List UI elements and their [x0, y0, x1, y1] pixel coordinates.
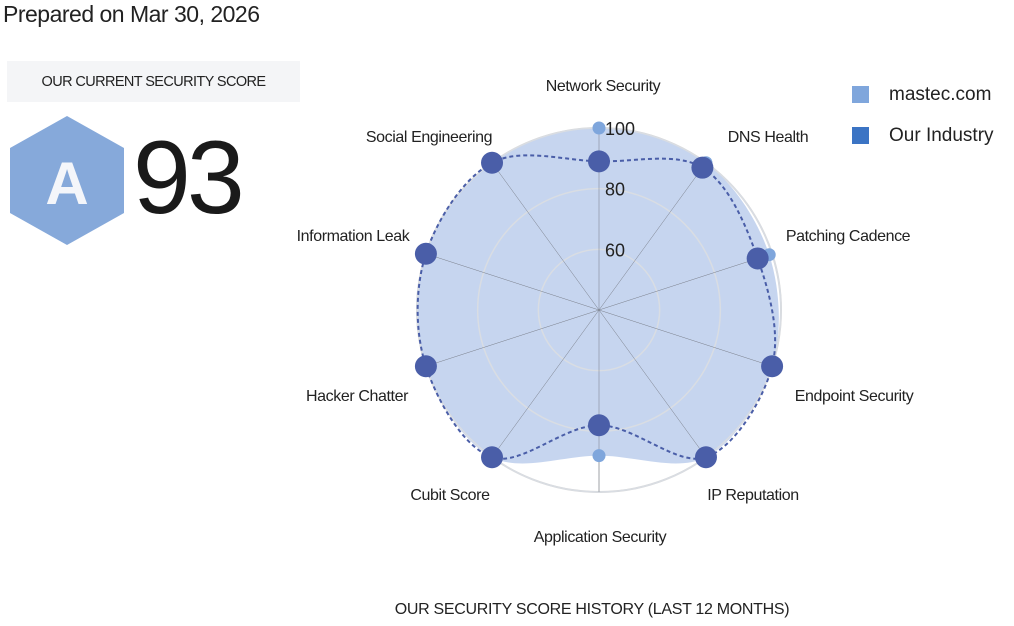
- tick-label: 100: [605, 119, 635, 139]
- axis-label: Social Engineering: [366, 129, 492, 146]
- spoke-overlay: [425, 309, 600, 367]
- point-industry: [414, 355, 437, 378]
- series-line-industry: [416, 154, 777, 460]
- axis-label: Cubit Score: [410, 487, 490, 504]
- point-industry: [691, 156, 714, 179]
- spoke-overlay: [425, 253, 600, 311]
- point-industry: [746, 247, 769, 270]
- axis-label: Information Leak: [297, 228, 411, 245]
- tick-label: 80: [605, 180, 625, 200]
- legend: mastec.com Our Industry: [852, 74, 994, 156]
- legend-item-industry[interactable]: Our Industry: [852, 115, 994, 156]
- point-industry: [481, 446, 504, 469]
- axis-label: Patching Cadence: [786, 228, 911, 245]
- spoke-overlay: [491, 162, 600, 311]
- series-area-mastec: [417, 128, 779, 464]
- axis-label: DNS Health: [728, 129, 808, 146]
- axis-label: Endpoint Security: [795, 388, 914, 405]
- axis-label: Hacker Chatter: [306, 388, 409, 405]
- point-industry: [761, 355, 784, 378]
- point-industry: [588, 150, 610, 173]
- grade-hexagon-icon: A: [10, 116, 124, 245]
- legend-label: Our Industry: [889, 124, 994, 146]
- spoke-overlay: [598, 309, 773, 367]
- history-title: OUR SECURITY SCORE HISTORY (LAST 12 MONT…: [394, 601, 790, 618]
- legend-swatch: [852, 127, 869, 144]
- point-industry: [588, 414, 610, 437]
- score-panel-title: OUR CURRENT SECURITY SCORE: [7, 61, 300, 102]
- security-score: 93: [133, 120, 245, 236]
- radar-chart: 60 80 100 Network Security DNS Health Patchin…: [297, 78, 914, 546]
- spoke-overlay: [598, 309, 707, 458]
- grade-letter: A: [45, 150, 88, 217]
- point-industry: [414, 242, 437, 265]
- axis-label: Network Security: [546, 78, 661, 95]
- tick-label: 60: [605, 240, 625, 260]
- point-mastec: [592, 449, 606, 463]
- spoke-overlay: [491, 309, 600, 458]
- spoke-overlay: [598, 253, 773, 311]
- axis-label: Application Security: [534, 529, 667, 546]
- point-industry: [694, 446, 717, 469]
- point-mastec: [592, 121, 606, 135]
- axis-label: IP Reputation: [707, 487, 798, 504]
- point-industry: [481, 151, 504, 174]
- legend-swatch: [852, 86, 869, 103]
- prepared-date: Prepared on Mar 30, 2026: [3, 1, 260, 27]
- spoke-overlay: [598, 162, 707, 311]
- legend-item-mastec[interactable]: mastec.com: [852, 74, 994, 115]
- legend-label: mastec.com: [889, 83, 992, 105]
